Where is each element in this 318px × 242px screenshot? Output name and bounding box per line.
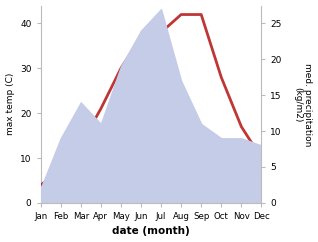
Y-axis label: max temp (C): max temp (C) bbox=[5, 73, 15, 135]
X-axis label: date (month): date (month) bbox=[112, 227, 190, 236]
Y-axis label: med. precipitation
(kg/m2): med. precipitation (kg/m2) bbox=[293, 62, 313, 146]
